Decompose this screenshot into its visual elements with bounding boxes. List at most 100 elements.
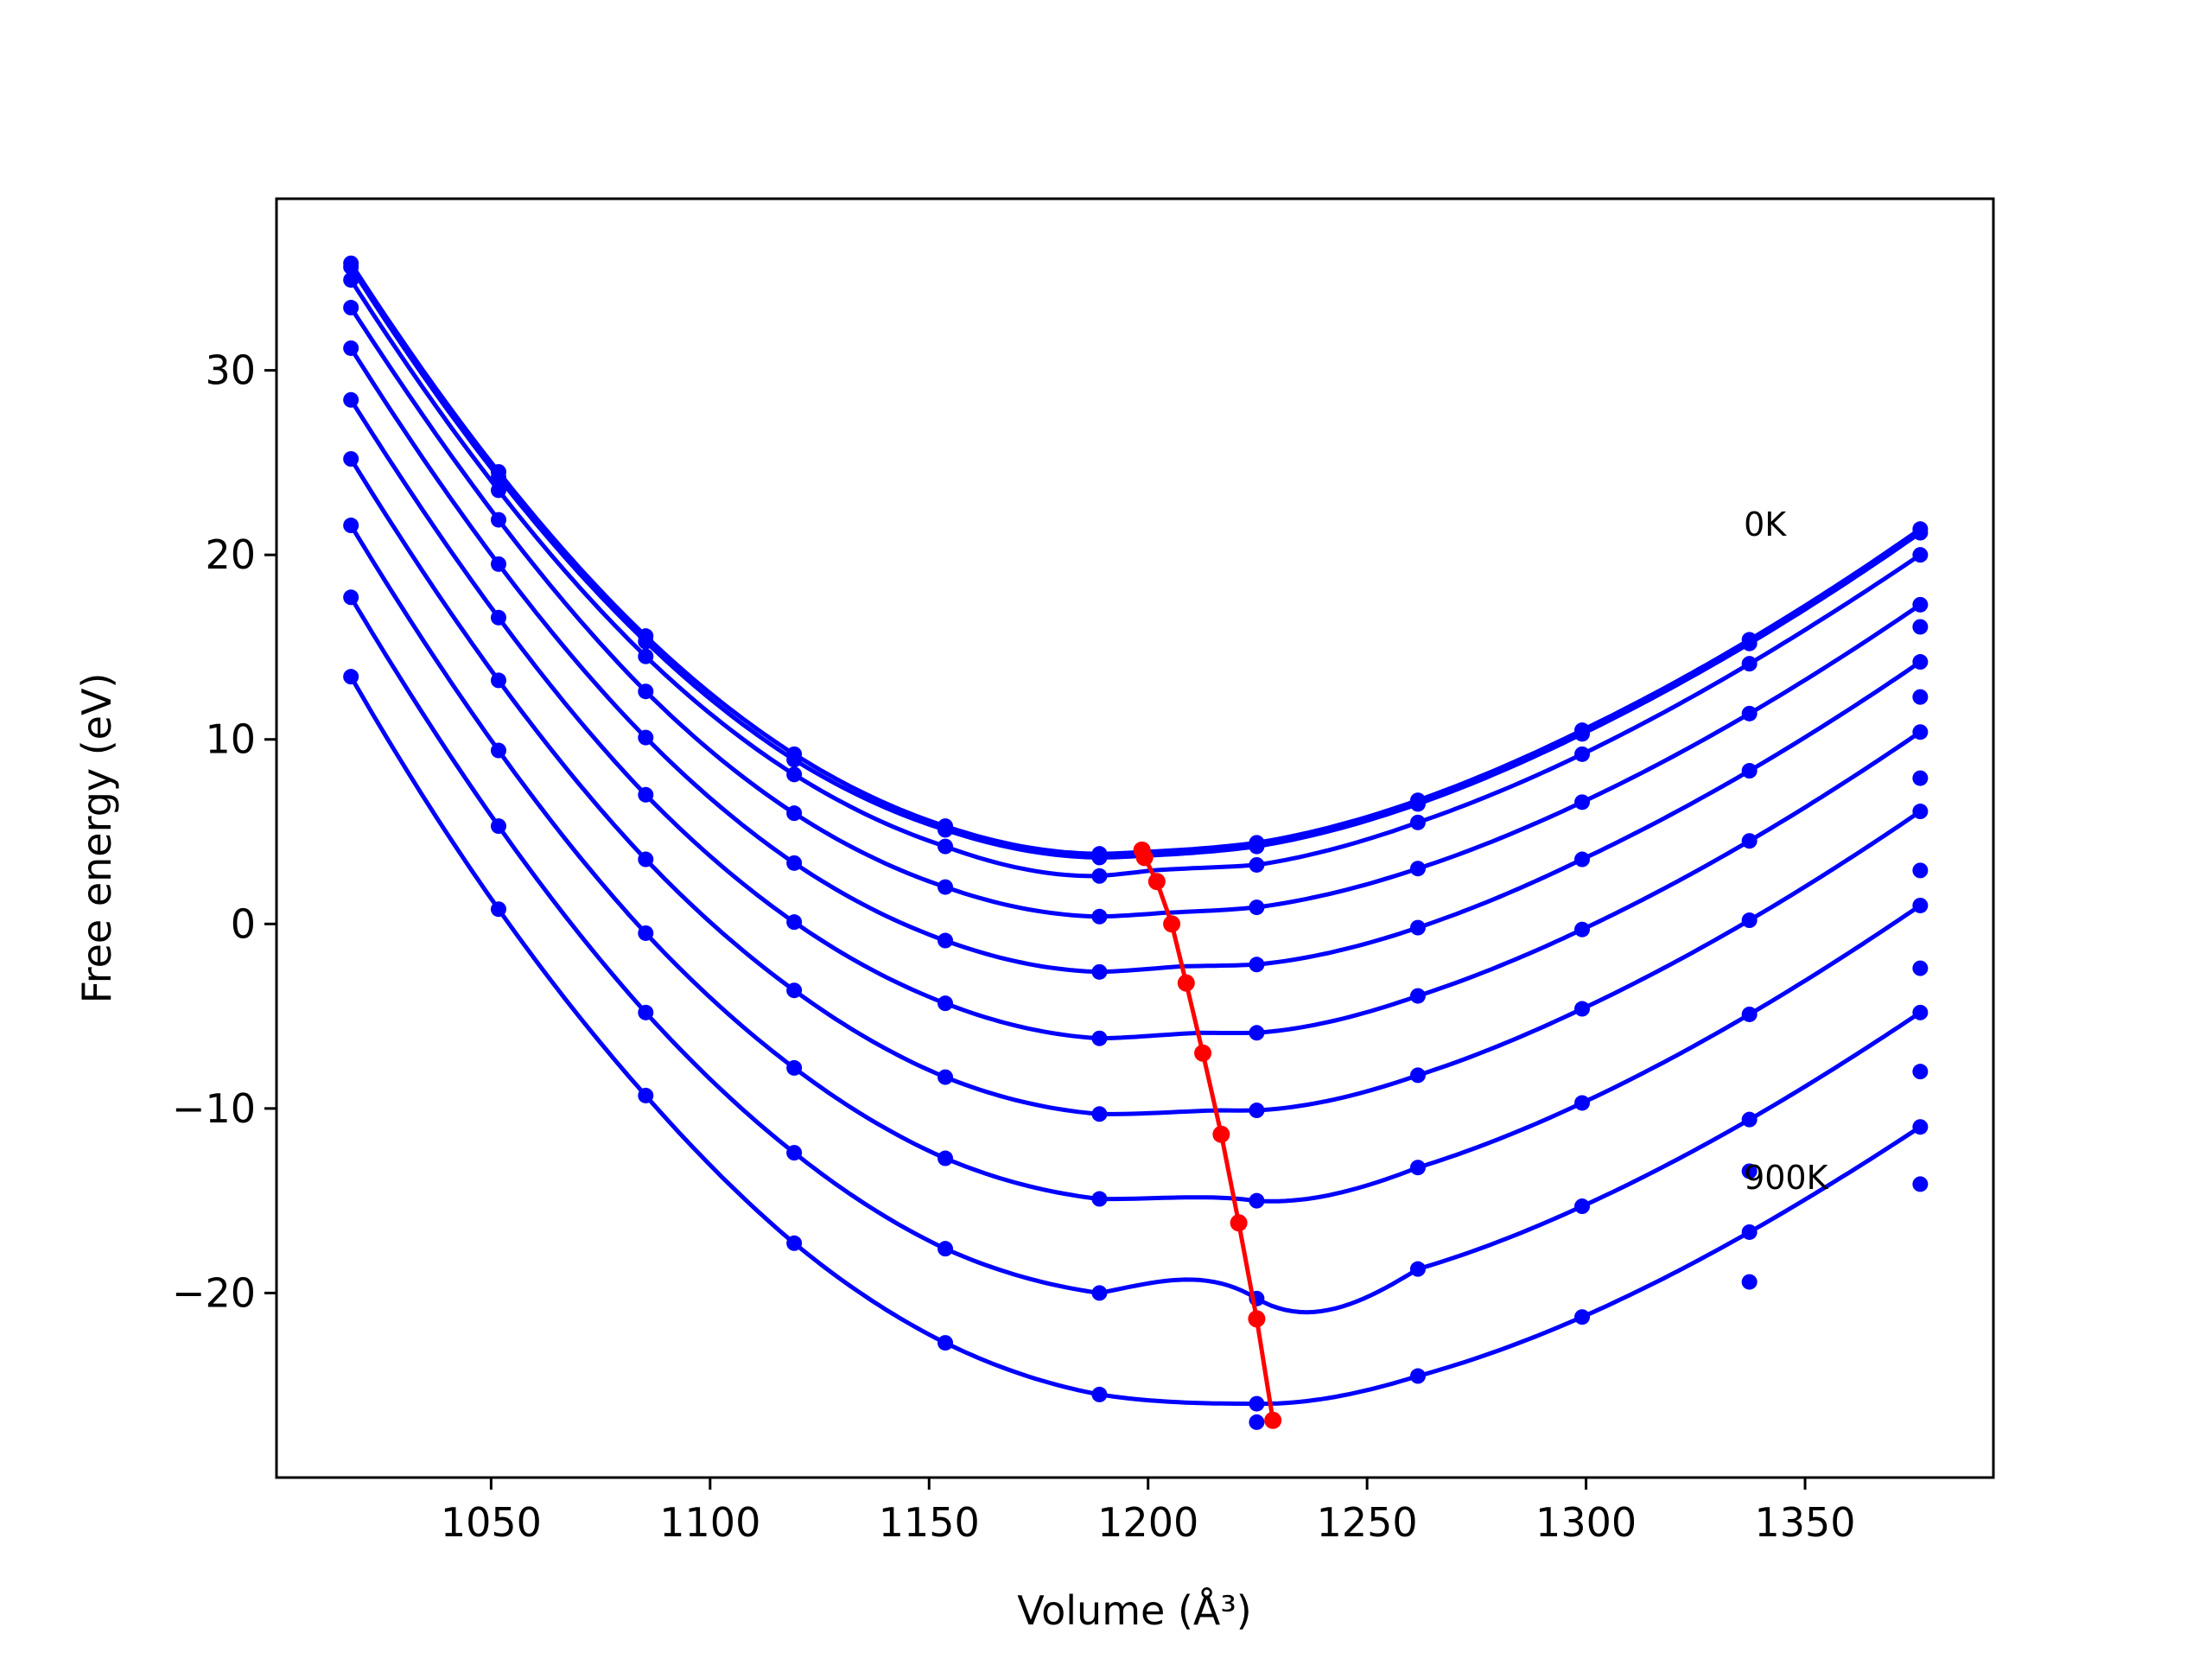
extra-point-2 xyxy=(1912,1176,1929,1192)
series-1-point-8 xyxy=(1574,726,1591,742)
series-2-point-4 xyxy=(938,838,954,855)
series-8-point-7 xyxy=(1409,1261,1426,1277)
series-4-point-9 xyxy=(1741,763,1758,779)
extra-point-6 xyxy=(1912,770,1929,786)
series-3-point-3 xyxy=(786,805,803,822)
extra-point-1 xyxy=(1741,1274,1758,1290)
series-1-point-0 xyxy=(343,259,359,276)
series-9-point-2 xyxy=(638,1087,654,1103)
series-4-point-8 xyxy=(1574,851,1591,868)
x-axis-title: Volume (Å³) xyxy=(1017,1587,1252,1634)
series-8-point-1 xyxy=(490,818,506,835)
extra-point-8 xyxy=(1912,619,1929,635)
series-5-point-0 xyxy=(343,391,359,408)
series-7-point-8 xyxy=(1574,1095,1591,1111)
minimum-point-9 xyxy=(1264,1411,1282,1429)
y-tick-label-5: 30 xyxy=(205,347,256,394)
series-2-point-7 xyxy=(1409,814,1426,830)
series-1-point-9 xyxy=(1741,635,1758,652)
y-axis-title: Free energy (eV) xyxy=(73,673,120,1004)
x-tick-label-6: 1350 xyxy=(1754,1499,1855,1546)
series-4-point-7 xyxy=(1409,919,1426,936)
series-2-point-5 xyxy=(1091,868,1108,884)
annotation-0k: 0K xyxy=(1744,505,1787,543)
series-7-point-4 xyxy=(938,1150,954,1166)
series-6-point-7 xyxy=(1409,1067,1426,1084)
series-6-curve xyxy=(349,457,1922,1116)
series-1-point-10 xyxy=(1912,524,1929,541)
extra-point-3 xyxy=(1912,1064,1929,1080)
series-3-point-9 xyxy=(1741,705,1758,721)
series-6-point-2 xyxy=(638,851,654,868)
series-2-point-8 xyxy=(1574,746,1591,762)
series-8-point-4 xyxy=(938,1241,954,1257)
series-2-point-9 xyxy=(1741,656,1758,672)
series-7-point-0 xyxy=(343,518,359,534)
y-tick-label-0: −20 xyxy=(172,1269,256,1316)
series-3-point-7 xyxy=(1409,861,1426,877)
series-4-curve xyxy=(349,346,1922,975)
series-8-point-0 xyxy=(343,589,359,606)
x-tick-label-3: 1200 xyxy=(1097,1499,1198,1546)
series-9-point-8 xyxy=(1574,1309,1591,1325)
series-5-curve xyxy=(349,398,1922,1041)
series-5-point-4 xyxy=(938,995,954,1012)
series-3-point-4 xyxy=(938,879,954,895)
series-3-point-5 xyxy=(1091,908,1108,925)
series-5-point-3 xyxy=(786,914,803,931)
series-1-curve xyxy=(349,265,1922,860)
series-6-point-9 xyxy=(1741,912,1758,929)
series-9-point-4 xyxy=(938,1335,954,1351)
series-2-point-6 xyxy=(1249,856,1265,873)
minima-line xyxy=(1140,849,1275,1421)
extra-point-9 xyxy=(1741,1163,1758,1179)
series-8-point-9 xyxy=(1741,1111,1758,1128)
series-6-point-4 xyxy=(938,1069,954,1085)
series-3-point-10 xyxy=(1912,596,1929,613)
series-6-point-5 xyxy=(1091,1106,1108,1122)
x-tick-label-5: 1300 xyxy=(1535,1499,1637,1546)
series-9-point-5 xyxy=(1091,1386,1108,1402)
extra-point-7 xyxy=(1912,689,1929,705)
y-tick-label-2: 0 xyxy=(231,900,256,947)
series-3-point-2 xyxy=(638,683,654,700)
series-4-point-3 xyxy=(786,855,803,871)
series-8-point-3 xyxy=(786,1145,803,1161)
series-3-point-8 xyxy=(1574,794,1591,810)
x-tick-label-4: 1250 xyxy=(1317,1499,1418,1546)
series-7-point-9 xyxy=(1741,1006,1758,1022)
series-8-point-5 xyxy=(1091,1285,1108,1301)
y-axis-ticks: −20 −10 0 10 20 30 xyxy=(172,347,276,1316)
extra-point-5 xyxy=(1912,862,1929,879)
series-2-curve xyxy=(349,278,1922,879)
series-5-point-1 xyxy=(490,609,506,626)
annotation-900k: 900K xyxy=(1744,1159,1829,1197)
minimum-point-8 xyxy=(1248,1310,1266,1328)
series-7-point-2 xyxy=(638,925,654,941)
y-tick-label-3: 10 xyxy=(205,716,256,763)
series-1-point-5 xyxy=(1091,849,1108,866)
series-8-point-8 xyxy=(1574,1198,1591,1215)
series-4-point-5 xyxy=(1091,963,1108,980)
series-4-point-4 xyxy=(938,932,954,949)
minimum-point-6 xyxy=(1212,1125,1230,1143)
series-5-point-5 xyxy=(1091,1030,1108,1046)
series-4-point-6 xyxy=(1249,957,1265,973)
series-9-point-9 xyxy=(1741,1224,1758,1240)
series-7-point-10 xyxy=(1912,897,1929,913)
series-5-point-7 xyxy=(1409,988,1426,1004)
series-2-point-1 xyxy=(490,482,506,499)
series-8-curve xyxy=(349,596,1922,1315)
series-9-point-0 xyxy=(343,669,359,685)
series-1-point-2 xyxy=(638,633,654,650)
series-9-point-3 xyxy=(786,1235,803,1251)
series-7-point-1 xyxy=(490,742,506,759)
series-2-point-2 xyxy=(638,648,654,664)
series-3-point-6 xyxy=(1249,899,1265,916)
series-6-point-1 xyxy=(490,672,506,689)
series-5-point-9 xyxy=(1741,833,1758,849)
series-1-point-7 xyxy=(1409,796,1426,812)
series-1-point-6 xyxy=(1249,838,1265,855)
